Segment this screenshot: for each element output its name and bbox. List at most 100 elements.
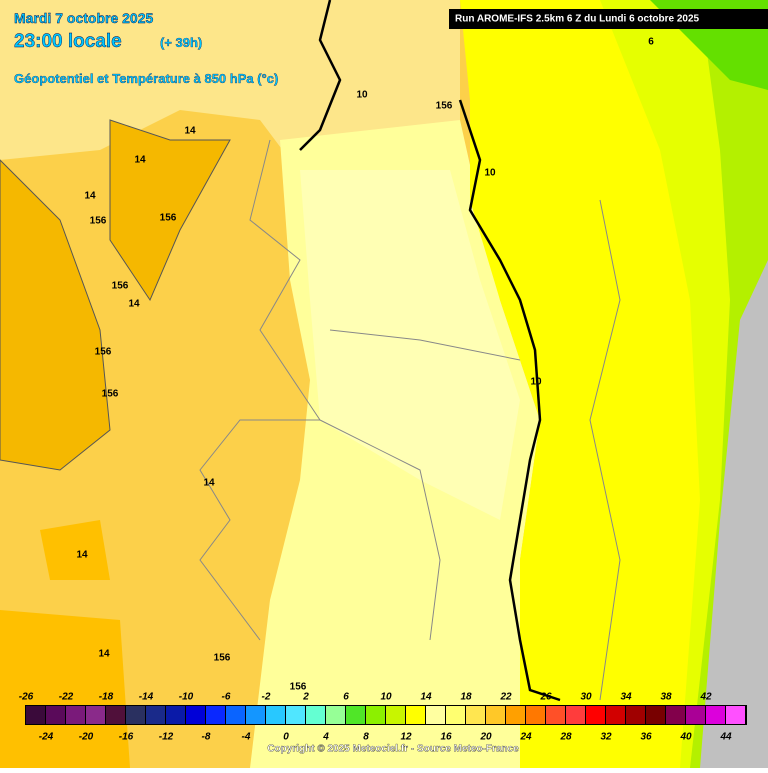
contour-10 [458, 99, 561, 702]
date: Mardi 7 octobre 2025 [14, 10, 153, 26]
contour-label: 156 [112, 281, 129, 292]
contour-10-north [299, 0, 342, 151]
legend-swatch [486, 706, 505, 724]
legend-swatch [526, 706, 545, 724]
contour-label: 156 [214, 653, 231, 664]
contour-label: 156 [95, 347, 112, 358]
legend-swatch [46, 706, 65, 724]
contour-label: 6 [648, 37, 654, 48]
legend-label: 42 [699, 692, 712, 703]
legend-swatch [186, 706, 205, 724]
legend-swatch [686, 706, 705, 724]
contour-label: 156 [436, 101, 453, 112]
run-info: Run AROME-IFS 2.5km 6 Z du Lundi 6 octob… [455, 14, 700, 25]
legend-swatch [126, 706, 145, 724]
legend-label: 24 [519, 732, 532, 743]
legend-label: 2 [302, 692, 309, 703]
legend-label: -2 [262, 692, 271, 703]
legend-label: -8 [202, 732, 211, 743]
contour-label: 156 [290, 682, 307, 693]
legend-label: 32 [600, 732, 612, 743]
contour-label: 14 [203, 478, 215, 489]
legend-label: 22 [499, 692, 512, 703]
legend-swatch [146, 706, 165, 724]
legend-label: 4 [322, 732, 329, 743]
legend-swatch [66, 706, 85, 724]
contour-label: 10 [356, 90, 368, 101]
legend-swatch [586, 706, 605, 724]
legend-label: 12 [400, 732, 412, 743]
contour-label: 156 [102, 389, 119, 400]
legend-swatch [326, 706, 345, 724]
legend-label: -10 [179, 692, 194, 703]
field: Géopotentiel et Température à 850 hPa (°… [14, 71, 278, 86]
legend-swatch [406, 706, 425, 724]
legend-label: 38 [660, 692, 672, 703]
contour-label: 14 [134, 155, 146, 166]
borders [199, 139, 621, 701]
legend-swatch [226, 706, 245, 724]
legend-label: 10 [380, 692, 392, 703]
legend-label: -20 [79, 732, 94, 743]
legend-swatch [706, 706, 725, 724]
legend-label: -4 [242, 732, 251, 743]
legend-label: -12 [159, 732, 174, 743]
legend-label: -6 [222, 692, 231, 703]
legend-swatch [566, 706, 585, 724]
legend-swatch [306, 706, 325, 724]
legend-swatch [366, 706, 385, 724]
legend-label: 0 [283, 732, 289, 743]
legend-swatch [726, 706, 745, 724]
legend-label: 28 [559, 732, 572, 743]
legend-swatch [286, 706, 305, 724]
legend-label: 34 [620, 692, 632, 703]
legend-swatch [666, 706, 685, 724]
legend-label: 14 [420, 692, 432, 703]
legend-label: -14 [139, 692, 154, 703]
legend-label: -24 [39, 732, 54, 743]
legend-label: 40 [679, 732, 692, 743]
legend-label: 44 [719, 732, 732, 743]
contour-label: 10 [484, 168, 496, 179]
legend-label: 18 [460, 692, 472, 703]
legend-label: 8 [363, 732, 369, 743]
legend-label: -18 [99, 692, 114, 703]
run-box [449, 9, 768, 29]
legend-swatch [26, 706, 45, 724]
contour-label: 156 [160, 213, 177, 224]
legend-swatch [386, 706, 405, 724]
legend-label: 30 [580, 692, 592, 703]
legend-swatch [266, 706, 285, 724]
contour-label: 14 [184, 126, 196, 137]
legend-label: 20 [479, 732, 492, 743]
legend-swatch [206, 706, 225, 724]
lead: (+ 39h) [160, 35, 202, 50]
legend-label: -26 [19, 692, 34, 703]
legend-swatch [546, 706, 565, 724]
legend-swatch [86, 706, 105, 724]
legend-swatch [166, 706, 185, 724]
legend-label: 26 [539, 692, 552, 703]
legend-label: 36 [640, 732, 652, 743]
contour-label: 156 [90, 216, 107, 227]
contour-label: 14 [84, 191, 96, 202]
legend-swatch [606, 706, 625, 724]
legend-label: -22 [59, 692, 74, 703]
legend-swatch [246, 706, 265, 724]
legend-swatch [506, 706, 525, 724]
legend-label: 16 [440, 732, 452, 743]
zone-lighter [300, 170, 520, 520]
legend-swatch [446, 706, 465, 724]
time: 23:00 locale [14, 31, 122, 52]
contour-label: 10 [530, 377, 542, 388]
zone-orange [0, 119, 231, 471]
legend-swatch [346, 706, 365, 724]
legend-swatch [106, 706, 125, 724]
legend-swatch [426, 706, 445, 724]
legend-swatch [646, 706, 665, 724]
copyright: Copyright © 2025 Meteociel.fr - Source M… [267, 744, 519, 755]
contour-label: 14 [76, 550, 88, 561]
legend-label: 6 [343, 692, 349, 703]
